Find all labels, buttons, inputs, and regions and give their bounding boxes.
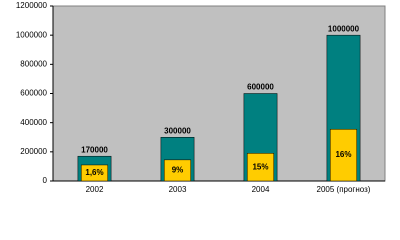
value-label: 1000000	[328, 24, 360, 33]
y-tick-label: 600000	[20, 89, 47, 98]
value-label: 600000	[247, 83, 274, 92]
bar	[329, 128, 358, 182]
value-label: 9%	[172, 166, 184, 175]
value-label: 16%	[335, 150, 351, 159]
value-label: 300000	[164, 126, 191, 135]
y-tick-label: 1200000	[16, 1, 48, 10]
y-tick-label: 0	[43, 176, 48, 185]
x-tick-label: 2004	[252, 185, 270, 194]
bar	[246, 153, 275, 182]
value-label: 15%	[252, 162, 268, 171]
bar	[80, 164, 109, 182]
x-tick-label: 2002	[86, 185, 104, 194]
value-label: 1,6%	[85, 168, 103, 177]
x-tick-label: 2005 (прогноз)	[317, 185, 371, 194]
chart: 0 200000 400000 600000 800000 1000000 1200000 2…	[16, 1, 386, 194]
x-tick-label: 2003	[169, 185, 187, 194]
y-tick-label: 400000	[20, 118, 47, 127]
value-label: 170000	[81, 145, 108, 154]
y-tick-label: 1000000	[16, 30, 48, 39]
bar	[163, 159, 192, 182]
y-tick-label: 800000	[20, 59, 47, 68]
y-tick-label: 200000	[20, 147, 47, 156]
page: 0 200000 400000 600000 800000 1000000 1200000 2…	[15, 1, 386, 195]
